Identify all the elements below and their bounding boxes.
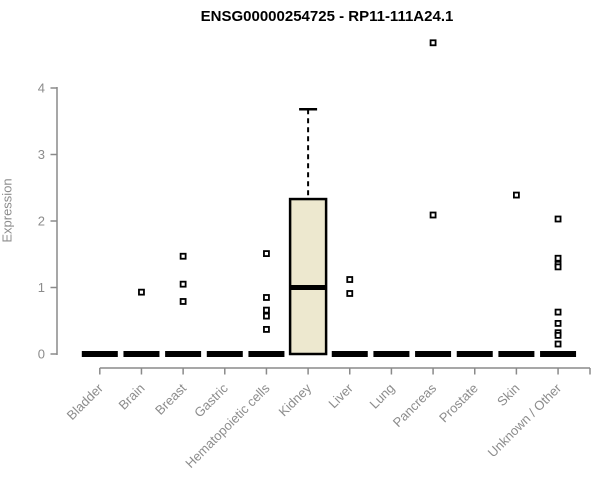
box-flat-zero [248, 351, 285, 357]
outlier-point [179, 280, 187, 288]
box-flat-zero [81, 351, 118, 357]
y-tick-label: 0 [38, 347, 45, 362]
y-tick-label: 2 [38, 214, 45, 229]
outlier-point [554, 320, 562, 327]
outlier-point [263, 250, 270, 257]
x-tick-label: Unknown / Other [485, 380, 565, 460]
box-flat-zero [331, 351, 368, 357]
x-tick-label: Bladder [64, 380, 107, 423]
box-flat-zero [206, 351, 243, 357]
outlier-point [554, 308, 562, 316]
y-tick-label: 3 [38, 147, 45, 162]
outlier-point [429, 211, 437, 219]
x-tick-label: Liver [325, 380, 356, 411]
box-flat-zero [165, 351, 202, 357]
outlier-point [346, 290, 354, 297]
outlier-point [179, 252, 187, 260]
outlier-point [554, 340, 562, 348]
outlier-point [263, 306, 270, 314]
outlier-point [554, 215, 562, 223]
outlier-point [554, 331, 562, 339]
outlier-point [179, 298, 187, 305]
box-flat-zero [373, 351, 410, 357]
chart-title: ENSG00000254725 - RP11-111A24.1 [200, 8, 454, 25]
outlier-point [346, 276, 354, 283]
outlier-point [554, 263, 562, 271]
x-tick-label: Pancreas [390, 380, 440, 430]
outlier-point [138, 288, 145, 296]
box-flat-zero [456, 351, 493, 357]
box-flat-zero [123, 351, 160, 357]
x-tick-label: Brain [116, 381, 148, 413]
x-tick-label: Kidney [276, 380, 315, 419]
x-tick-label: Breast [152, 380, 189, 417]
outlier-point [263, 294, 270, 301]
outlier-point [429, 39, 437, 47]
box-flat-zero [415, 351, 452, 357]
y-tick-label: 1 [38, 280, 45, 295]
box-median-line [290, 285, 327, 290]
box-iqr [288, 197, 328, 356]
y-tick-label: 4 [38, 81, 45, 96]
outlier-point [513, 191, 520, 199]
outlier-point [263, 325, 270, 333]
x-tick-label: Skin [494, 381, 522, 409]
x-tick-label: Lung [366, 381, 397, 412]
box-flat-zero [540, 351, 577, 357]
box-flat-zero [498, 351, 535, 357]
outlier-point [263, 312, 270, 320]
x-tick-label: Gastric [191, 380, 231, 420]
x-tick-label: Prostate [436, 381, 481, 426]
outlier-point [554, 254, 562, 262]
